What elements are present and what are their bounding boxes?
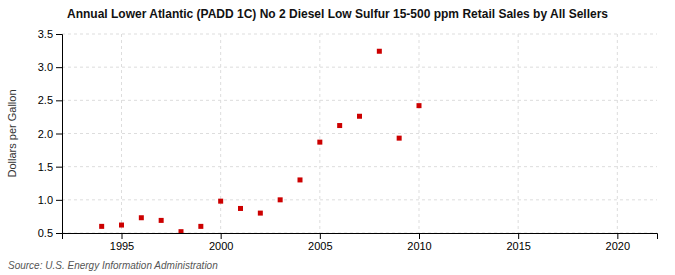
grid-line xyxy=(62,67,657,68)
axis-line xyxy=(56,35,63,234)
tick-mark xyxy=(56,67,62,68)
y-axis: 0.5 1.0 1.5 2.0 2.5 3.0 3.5 xyxy=(38,28,63,239)
tick: 1.5 xyxy=(38,161,62,173)
tick-label: 1.0 xyxy=(38,194,53,206)
point xyxy=(357,114,362,119)
tick-mark xyxy=(320,233,321,239)
tick-label: 2010 xyxy=(407,240,431,252)
tick-label: 2.0 xyxy=(38,128,53,140)
point xyxy=(99,224,104,229)
chart: 1995 2000 2005 2010 2015 2020 0.5 1.0 1.5 2.0 2.5 3… xyxy=(0,0,675,275)
tick-mark xyxy=(56,167,62,168)
tick: 2005 xyxy=(308,233,332,252)
tick-label: 3.5 xyxy=(38,28,53,40)
tick-mark xyxy=(221,233,222,239)
tick-label: 2005 xyxy=(308,240,332,252)
point xyxy=(139,215,144,220)
point xyxy=(377,49,382,54)
tick-mark xyxy=(518,233,519,239)
tick-label: 0.5 xyxy=(38,227,53,239)
title: Annual Lower Atlantic (PADD 1C) No 2 Die… xyxy=(67,7,608,21)
grid-line xyxy=(62,199,657,200)
point xyxy=(317,140,322,145)
point xyxy=(397,136,402,141)
grid-line xyxy=(62,100,657,101)
tick-mark xyxy=(122,233,123,239)
tick-mark xyxy=(617,233,618,239)
tick: 2020 xyxy=(606,233,630,252)
axis-line xyxy=(63,234,658,240)
tick-mark xyxy=(56,34,62,35)
x-axis: 1995 2000 2005 2010 2015 2020 xyxy=(63,233,658,252)
point xyxy=(278,197,283,202)
tick: 2010 xyxy=(407,233,431,252)
point xyxy=(238,206,243,211)
grid-line xyxy=(62,34,657,35)
tick-label: 2000 xyxy=(209,240,233,252)
point xyxy=(417,103,422,108)
point xyxy=(298,177,303,182)
point xyxy=(258,211,263,216)
tick: 2.0 xyxy=(38,128,62,140)
y-axis-label: Dollars per Gallon xyxy=(6,89,18,177)
tick-mark xyxy=(56,200,62,201)
tick-label: 2.5 xyxy=(38,94,53,106)
tick-label: 1995 xyxy=(110,240,134,252)
tick-mark xyxy=(56,134,62,135)
grid xyxy=(62,34,657,233)
point xyxy=(218,199,223,204)
tick: 1995 xyxy=(110,233,134,252)
tick-label: 1.5 xyxy=(38,161,53,173)
grid-line xyxy=(62,133,657,134)
points xyxy=(99,49,421,233)
tick: 2000 xyxy=(209,233,233,252)
point xyxy=(198,224,203,229)
tick: 2.5 xyxy=(38,94,62,106)
tick: 3.5 xyxy=(38,28,62,40)
tick-mark xyxy=(56,233,62,234)
tick: 1.0 xyxy=(38,194,62,206)
plot: 1995 2000 2005 2010 2015 2020 0.5 1.0 1.5 2.0 2.5 3… xyxy=(38,28,658,252)
point xyxy=(159,218,164,223)
tick-label: 2015 xyxy=(506,240,530,252)
point xyxy=(119,223,124,228)
tick: 3.0 xyxy=(38,61,62,73)
tick: 2015 xyxy=(506,233,530,252)
tick-mark xyxy=(419,233,420,239)
source: Source: U.S. Energy Information Administ… xyxy=(8,260,218,271)
point xyxy=(179,229,184,233)
tick-label: 2020 xyxy=(606,240,630,252)
point xyxy=(337,123,342,128)
tick-mark xyxy=(56,100,62,101)
tick-label: 3.0 xyxy=(38,61,53,73)
grid-line xyxy=(121,34,122,233)
grid-line xyxy=(62,166,657,167)
tick: 0.5 xyxy=(38,227,62,239)
